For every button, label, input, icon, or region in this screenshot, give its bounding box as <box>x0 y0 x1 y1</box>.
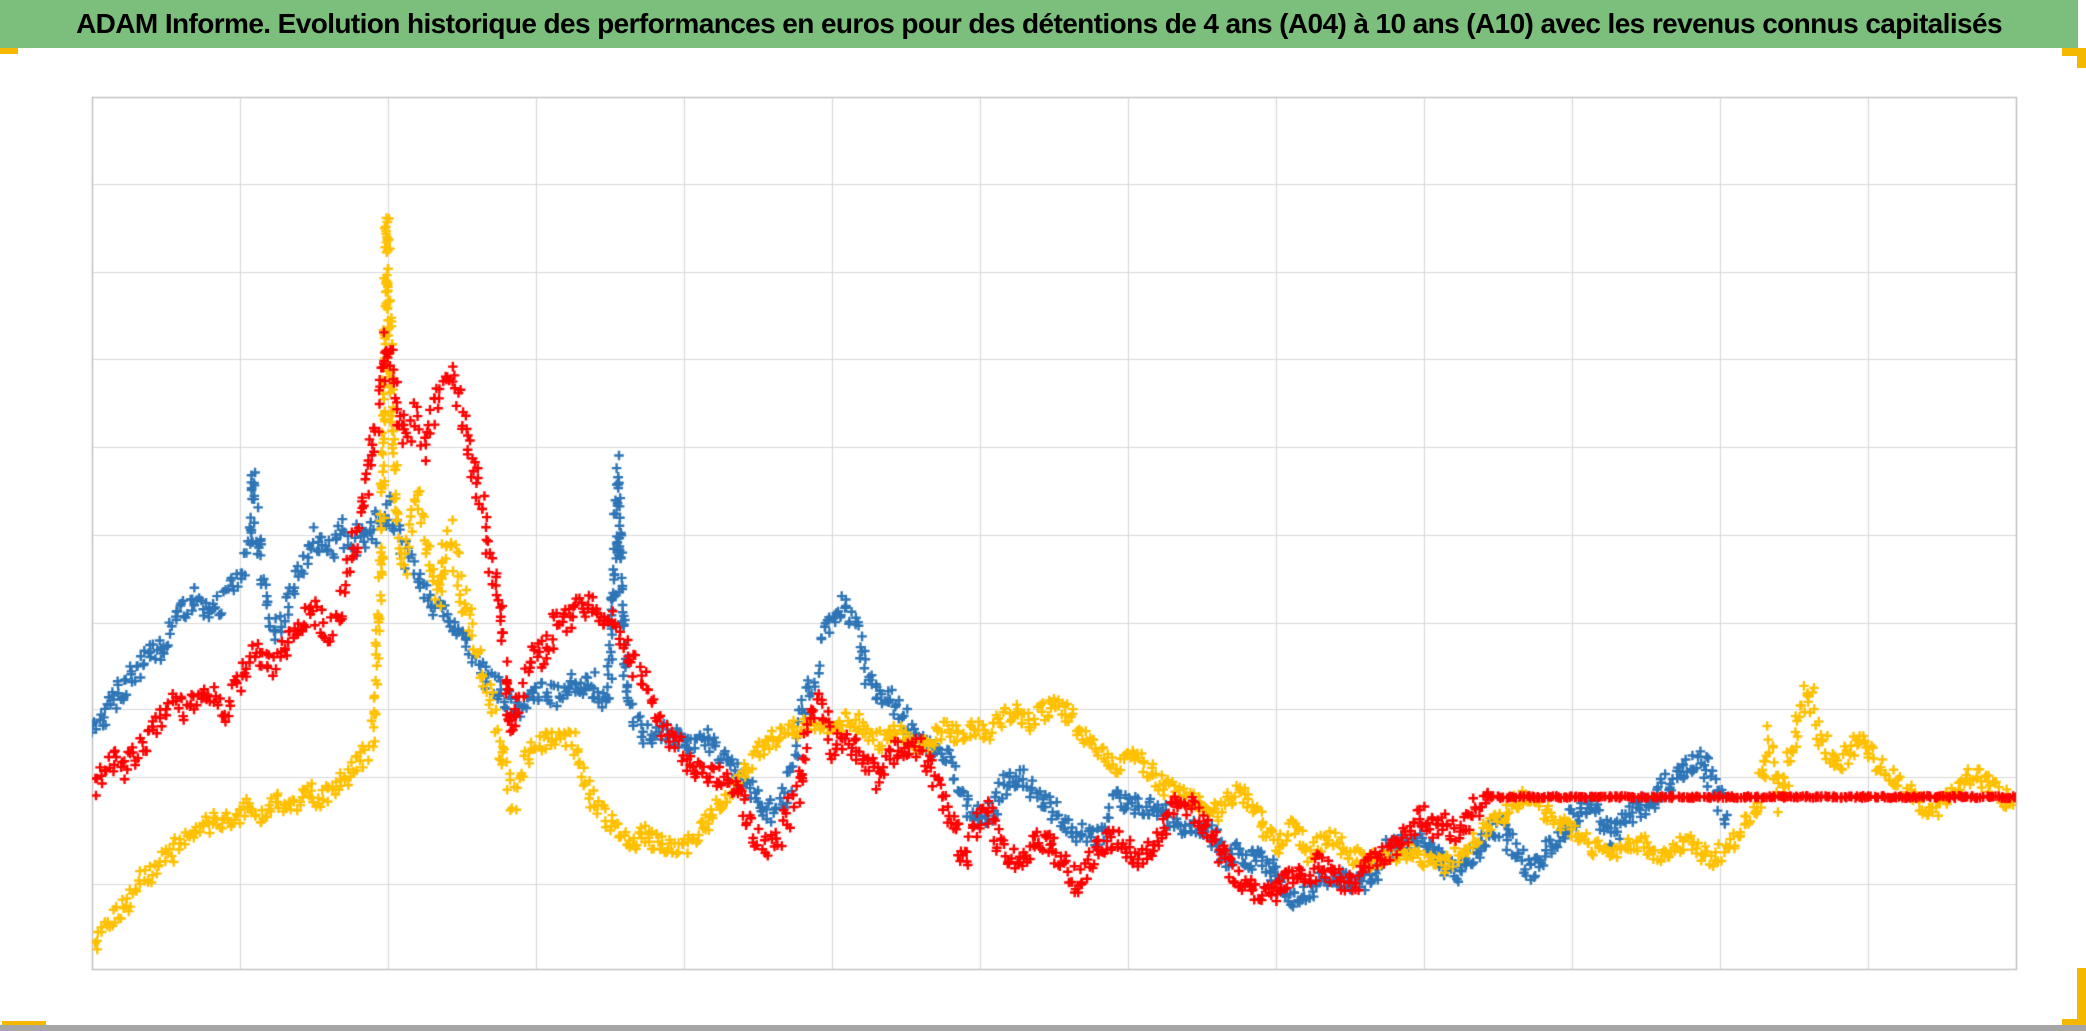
crop-handle-bottom-right-h[interactable] <box>2062 1019 2086 1027</box>
bottom-edge-bar <box>0 1025 2086 1031</box>
crop-handle-top-right-h[interactable] <box>2062 48 2086 56</box>
chart-title: ADAM Informe. Evolution historique des p… <box>76 8 2002 39</box>
crop-handle-top-left[interactable] <box>0 48 18 54</box>
chart-title-bar: ADAM Informe. Evolution historique des p… <box>0 0 2078 48</box>
crop-handle-bottom-right-v[interactable] <box>2077 968 2086 1027</box>
crop-handle-top-right-v[interactable] <box>2077 48 2086 68</box>
